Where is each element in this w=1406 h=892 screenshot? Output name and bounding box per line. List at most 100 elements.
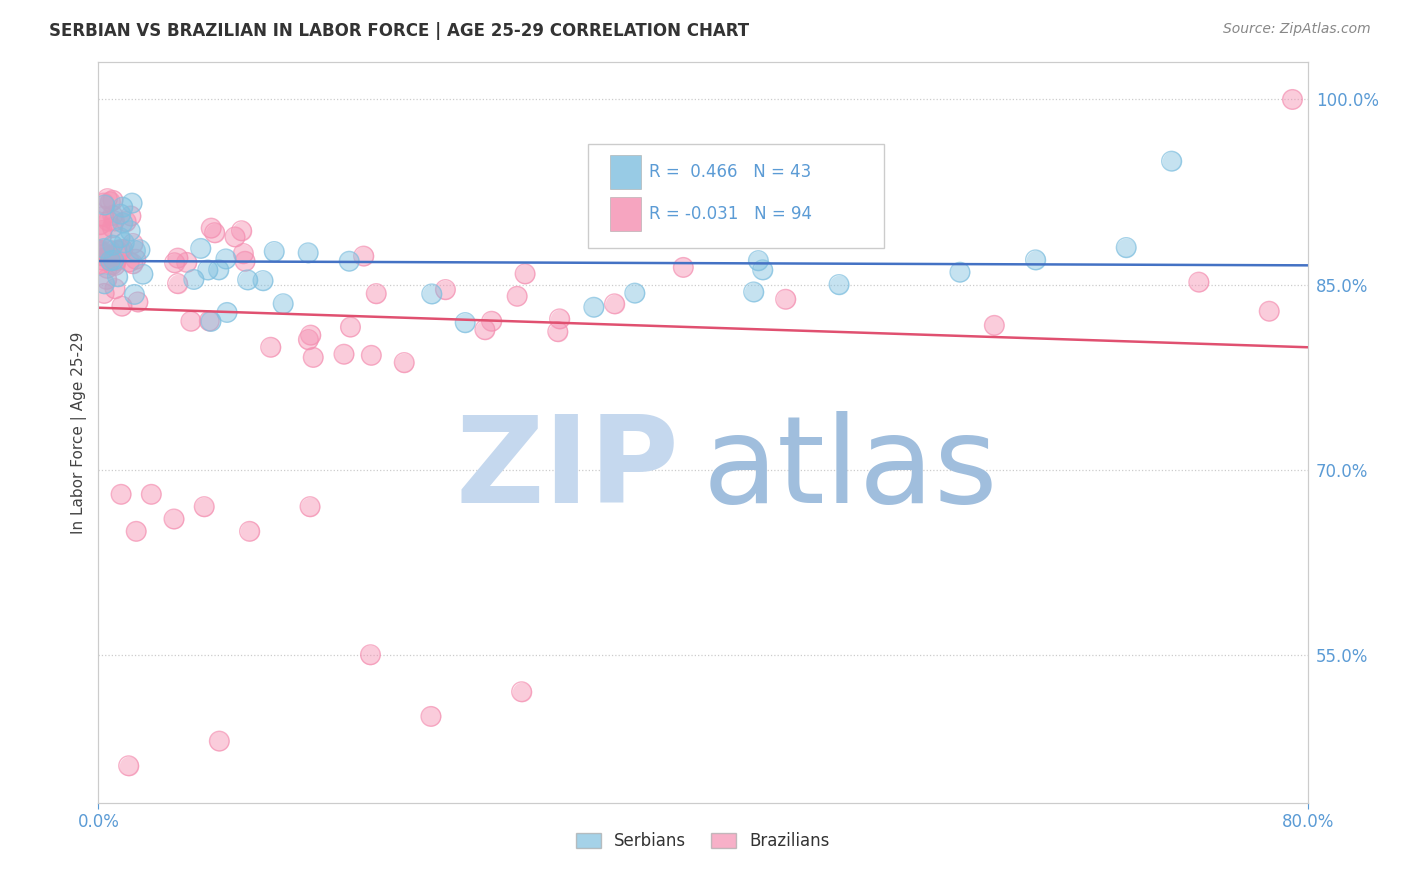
Point [118, 255, 141, 269]
Point [89, 244, 111, 259]
Point [434, 283, 457, 297]
Point [111, 200, 134, 214]
Point [100, 253, 122, 268]
Point [299, 500, 322, 514]
Point [127, 295, 149, 310]
Point [93, 277, 115, 291]
Point [198, 314, 221, 328]
Point [93, 210, 115, 224]
Point [163, 256, 186, 270]
Point [97, 214, 120, 228]
Point [1024, 252, 1046, 267]
Point [91, 248, 114, 262]
Point [236, 273, 259, 287]
Point [1281, 92, 1303, 106]
FancyBboxPatch shape [588, 144, 884, 247]
Point [98, 244, 121, 258]
Point [263, 244, 285, 259]
Point [1258, 304, 1281, 318]
Point [190, 241, 212, 255]
Point [239, 524, 262, 539]
Point [302, 351, 325, 365]
Point [103, 214, 125, 228]
Point [101, 194, 124, 208]
Point [89, 245, 111, 260]
Point [167, 251, 190, 265]
Text: atlas: atlas [703, 411, 998, 528]
Point [101, 258, 124, 272]
Point [828, 277, 851, 292]
Point [252, 274, 274, 288]
Point [204, 226, 226, 240]
Point [110, 487, 132, 501]
Point [183, 272, 205, 286]
Point [983, 318, 1005, 333]
Point [339, 320, 361, 334]
Point [513, 267, 536, 281]
Point [547, 325, 569, 339]
Point [125, 524, 148, 539]
Point [176, 255, 198, 269]
Point [506, 289, 529, 303]
Text: SERBIAN VS BRAZILIAN IN LABOR FORCE | AGE 25-29 CORRELATION CHART: SERBIAN VS BRAZILIAN IN LABOR FORCE | AG… [49, 22, 749, 40]
Point [120, 224, 142, 238]
Point [96, 272, 118, 286]
Point [104, 259, 127, 273]
Point [167, 251, 190, 265]
Point [121, 257, 143, 271]
Legend: Serbians, Brazilians: Serbians, Brazilians [576, 832, 830, 850]
Point [141, 487, 163, 501]
Point [98, 244, 121, 258]
Point [104, 282, 127, 296]
Point [1188, 275, 1211, 289]
Point [105, 253, 128, 268]
Point [121, 196, 143, 211]
Point [233, 254, 256, 268]
Point [513, 267, 536, 281]
Point [200, 221, 222, 235]
Point [111, 216, 134, 230]
Point [90, 244, 112, 258]
Point [101, 238, 124, 252]
Point [271, 297, 294, 311]
Point [260, 340, 283, 354]
Point [108, 243, 131, 257]
Point [89, 245, 111, 260]
Point [89, 244, 111, 259]
Point [110, 207, 132, 221]
Point [623, 286, 645, 301]
Point [672, 260, 695, 275]
Point [983, 318, 1005, 333]
Point [603, 297, 626, 311]
Point [124, 244, 146, 258]
Point [103, 214, 125, 228]
Point [93, 242, 115, 256]
Point [98, 248, 121, 262]
Point [360, 648, 382, 662]
Point [163, 512, 186, 526]
Point [353, 249, 375, 263]
Point [101, 238, 124, 252]
Point [93, 198, 115, 212]
Point [603, 297, 626, 311]
Text: Source: ZipAtlas.com: Source: ZipAtlas.com [1223, 22, 1371, 37]
Point [193, 500, 215, 514]
Point [166, 277, 188, 291]
Point [360, 348, 382, 362]
Point [120, 224, 142, 238]
Point [121, 196, 143, 211]
Point [454, 316, 477, 330]
Point [337, 254, 360, 268]
Point [89, 257, 111, 271]
Point [89, 218, 111, 232]
Point [333, 347, 356, 361]
Point [93, 277, 115, 291]
Point [125, 524, 148, 539]
Point [104, 282, 127, 296]
Point [548, 311, 571, 326]
Point [394, 355, 416, 369]
Point [90, 228, 112, 243]
Point [474, 323, 496, 337]
Point [166, 277, 188, 291]
Point [111, 243, 134, 257]
